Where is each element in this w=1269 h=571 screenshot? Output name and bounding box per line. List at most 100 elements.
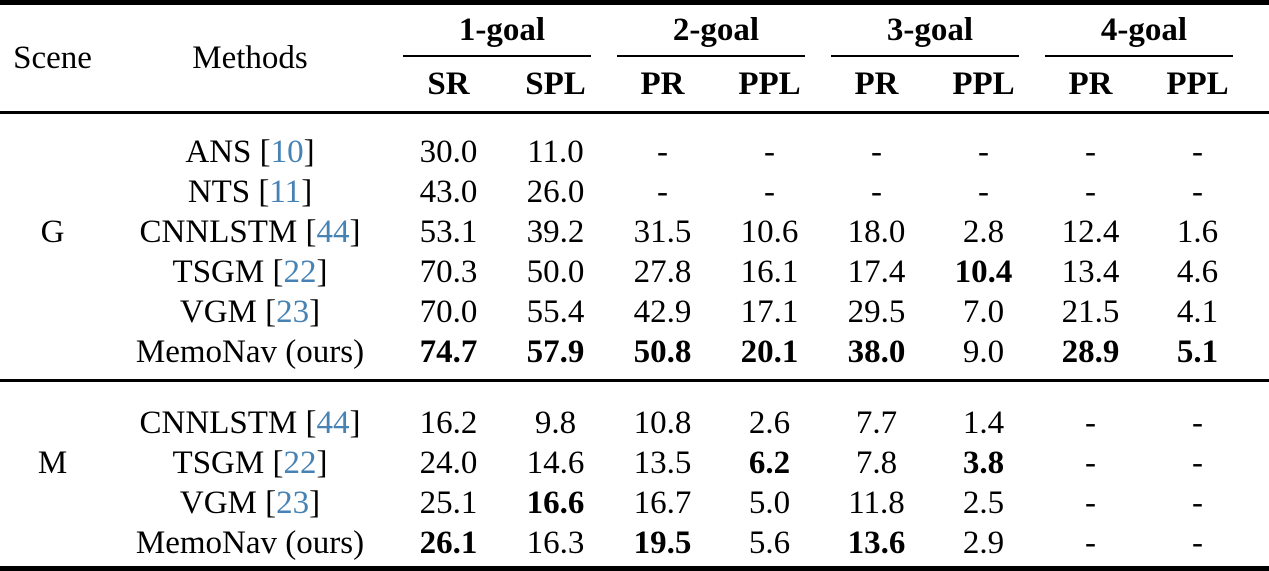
value-cell: 10.6: [740, 214, 799, 250]
method-name: CNNLSTM [: [139, 214, 317, 250]
method-cell: MemoNav (ours): [105, 523, 395, 563]
cmidrule: [403, 55, 591, 57]
value-cell: 39.2: [526, 214, 585, 250]
scene-cell: [0, 523, 105, 563]
value-cell: -: [1085, 174, 1096, 210]
citation-link[interactable]: 10: [270, 134, 304, 170]
bottom-rule: [0, 566, 1269, 571]
goal-group-3goal: 3-goal: [823, 5, 1037, 57]
value-cell: 13.4: [1061, 254, 1120, 290]
value-cell: 74.7: [419, 334, 478, 370]
citation-link[interactable]: 22: [283, 254, 317, 290]
value-cell: 2.9: [962, 525, 1005, 561]
value-cell: 16.3: [526, 525, 585, 561]
scene-cell: [0, 292, 105, 332]
value-cell: -: [871, 134, 882, 170]
citation-link[interactable]: 23: [276, 485, 310, 521]
value-cell: 7.7: [855, 405, 898, 441]
goal-group-label: 4-goal: [1100, 11, 1188, 48]
value-cell: 19.5: [633, 525, 692, 561]
value-cell: -: [1192, 445, 1203, 481]
method-bracket: ]: [301, 174, 313, 210]
citation-link[interactable]: 44: [316, 405, 350, 441]
value-cell: 43.0: [419, 174, 478, 210]
value-cell: 5.0: [748, 485, 791, 521]
citation-link[interactable]: 44: [316, 214, 350, 250]
method-name: ANS [: [185, 134, 271, 170]
value-cell: -: [1085, 134, 1096, 170]
goal-group-row: 1-goal 2-goal 3-goal 4-goal: [0, 5, 1269, 57]
goal-group-4goal: 4-goal: [1037, 5, 1251, 57]
value-cell: 53.1: [419, 214, 478, 250]
method-cell: VGM [23]: [105, 292, 395, 332]
value-cell: 11.0: [527, 134, 584, 170]
method-cell: VGM [23]: [105, 483, 395, 523]
citation-link[interactable]: 11: [269, 174, 302, 210]
value-cell: 7.0: [962, 294, 1005, 330]
value-cell: 10.4: [954, 254, 1013, 290]
method-name: VGM [: [179, 294, 277, 330]
value-cell: 12.4: [1061, 214, 1120, 250]
value-cell: 2.6: [748, 405, 791, 441]
value-cell: -: [978, 174, 989, 210]
value-cell: 17.4: [847, 254, 906, 290]
value-cell: 14.6: [526, 445, 585, 481]
table-header: Scene Methods 1-goal 2-goal 3-goal 4-goa…: [0, 5, 1269, 111]
value-cell: 1.4: [962, 405, 1005, 441]
cmidrule: [831, 55, 1019, 57]
method-name: TSGM [: [172, 445, 284, 481]
goal-group-label: 3-goal: [886, 11, 974, 48]
value-cell: 50.0: [526, 254, 585, 290]
goal-group-label: 2-goal: [672, 11, 760, 48]
goal-group-2goal: 2-goal: [609, 5, 823, 57]
citation-link[interactable]: 22: [283, 445, 317, 481]
subcol-header-ppl: PPL: [1166, 66, 1229, 102]
table-row: TSGM [22] 70.3 50.0 27.8 16.1 17.4 10.4 …: [0, 252, 1269, 292]
value-cell: 26.1: [419, 525, 478, 561]
value-cell: -: [1085, 405, 1096, 441]
value-cell: 20.1: [740, 334, 799, 370]
method-name: MemoNav (ours): [135, 334, 365, 370]
value-cell: 38.0: [847, 334, 906, 370]
cmidrule: [1045, 55, 1233, 57]
value-cell: 6.2: [748, 445, 791, 481]
value-cell: -: [1085, 445, 1096, 481]
method-bracket: ]: [309, 485, 321, 521]
value-cell: 16.1: [740, 254, 799, 290]
method-bracket: ]: [349, 214, 361, 250]
subcol-header-spl: SPL: [525, 66, 586, 102]
method-name: TSGM [: [172, 254, 284, 290]
value-cell: -: [764, 134, 775, 170]
value-cell: 4.1: [1176, 294, 1219, 330]
value-cell: 70.3: [419, 254, 478, 290]
top-rule: [0, 0, 1269, 5]
value-cell: 9.8: [534, 405, 577, 441]
value-cell: 7.8: [855, 445, 898, 481]
subcol-header-pr: PR: [640, 66, 685, 102]
value-cell: 57.9: [526, 334, 585, 370]
value-cell: 2.8: [962, 214, 1005, 250]
method-cell: ANS [10]: [105, 132, 395, 172]
subcolumn-row: SR SPL PR PPL PR PPL PR PPL: [0, 57, 1269, 111]
value-cell: 70.0: [419, 294, 478, 330]
value-cell: 3.8: [962, 445, 1005, 481]
scene-group-m: CNNLSTM [44] 16.2 9.8 10.8 2.6 7.7 1.4 -…: [0, 382, 1269, 566]
value-cell: 30.0: [419, 134, 478, 170]
value-cell: 28.9: [1061, 334, 1120, 370]
value-cell: 2.5: [962, 485, 1005, 521]
value-cell: 31.5: [633, 214, 692, 250]
citation-link[interactable]: 23: [276, 294, 310, 330]
method-cell: TSGM [22]: [105, 252, 395, 292]
method-cell: NTS [11]: [105, 172, 395, 212]
value-cell: 9.0: [962, 334, 1005, 370]
value-cell: 1.6: [1176, 214, 1219, 250]
value-cell: -: [1085, 485, 1096, 521]
value-cell: 13.6: [847, 525, 906, 561]
value-cell: 21.5: [1061, 294, 1120, 330]
value-cell: 16.6: [526, 485, 585, 521]
subcol-header-sr: SR: [427, 66, 470, 102]
value-cell: 13.5: [633, 445, 692, 481]
table-row: VGM [23] 70.0 55.4 42.9 17.1 29.5 7.0 21…: [0, 292, 1269, 332]
method-bracket: ]: [303, 134, 315, 170]
methods-column-header: Methods: [192, 39, 308, 76]
